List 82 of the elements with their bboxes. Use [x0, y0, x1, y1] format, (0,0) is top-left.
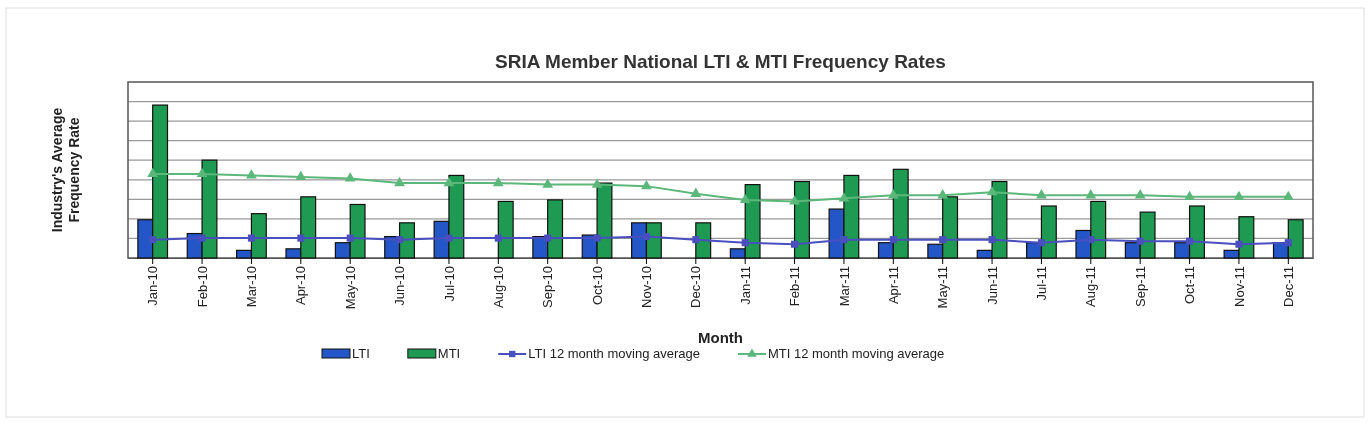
point — [789, 195, 800, 205]
x-tick-label: May-11 — [935, 266, 951, 309]
x-tick-label: Dec-10 — [688, 266, 704, 308]
point — [1284, 239, 1292, 247]
x-tick-label: Aug-11 — [1083, 266, 1099, 307]
point — [1087, 236, 1095, 244]
point — [1186, 237, 1194, 245]
point — [741, 239, 749, 247]
point — [939, 236, 947, 244]
point — [840, 236, 848, 244]
x-tick-label: Jan-10 — [145, 266, 161, 306]
x-tick-label: Dec-11 — [1280, 266, 1296, 307]
point — [247, 234, 255, 242]
point — [196, 167, 208, 177]
point — [887, 189, 899, 199]
point — [986, 186, 998, 196]
point — [593, 234, 601, 242]
point — [443, 176, 455, 187]
bar — [793, 180, 810, 259]
point — [1036, 189, 1047, 199]
point — [1037, 239, 1045, 247]
point — [494, 234, 502, 242]
x-tick-label: Oct-11 — [1182, 266, 1198, 305]
point — [1085, 189, 1097, 199]
point — [791, 240, 799, 248]
point — [394, 176, 405, 187]
y-axis-title: Industry's Average Frequency Rate — [49, 107, 82, 233]
point — [1282, 190, 1294, 200]
point — [1233, 190, 1245, 200]
x-axis-title: Month — [698, 329, 743, 346]
x-tick-label: Aug-10 — [490, 266, 506, 308]
x-tick-label: May-10 — [342, 266, 358, 310]
point — [690, 187, 702, 197]
point — [295, 170, 307, 181]
point — [591, 178, 603, 188]
x-tick-label: Jul-11 — [1033, 266, 1049, 301]
point — [346, 234, 354, 242]
x-tick-label: Sep-10 — [540, 266, 556, 308]
x-tick-label: Jan-11 — [737, 266, 753, 305]
point — [1134, 189, 1146, 199]
point — [642, 233, 650, 241]
point — [692, 236, 700, 244]
point — [1235, 240, 1243, 248]
x-tick-label: Jul-10 — [441, 266, 457, 302]
legend-label: MTI — [437, 346, 461, 361]
point — [838, 192, 850, 202]
point — [988, 236, 996, 244]
x-tick-label: Apr-11 — [885, 266, 901, 305]
x-tick-label: Apr-10 — [293, 266, 309, 306]
point — [246, 169, 257, 179]
x-tick-label: Jun-11 — [984, 266, 1000, 305]
point — [641, 179, 652, 190]
x-tick-label: Feb-10 — [194, 266, 210, 308]
point — [198, 234, 206, 242]
point — [149, 236, 157, 244]
x-tick-label: Oct-10 — [589, 266, 605, 306]
x-tick-label: Nov-10 — [638, 266, 654, 308]
legend-label: MTI 12 month moving average — [767, 346, 945, 361]
legend-label: LTI 12 month moving average — [528, 346, 700, 361]
point — [147, 167, 159, 177]
point — [445, 234, 453, 242]
x-tick-label: Nov-11 — [1231, 266, 1247, 307]
point — [739, 193, 751, 203]
point — [1184, 190, 1195, 200]
bar — [497, 200, 514, 259]
point — [544, 234, 552, 242]
point — [889, 236, 897, 244]
x-tick-label: Jun-10 — [392, 266, 408, 306]
chart-title: SRIA Member National LTI & MTI Frequency Rates — [495, 51, 946, 72]
point — [344, 172, 356, 182]
point — [542, 178, 554, 188]
point — [492, 176, 504, 187]
point — [396, 236, 404, 244]
bar — [695, 222, 712, 259]
point — [297, 234, 305, 242]
x-tick-label: Mar-10 — [243, 266, 259, 308]
point — [937, 189, 949, 199]
x-tick-label: Sep-11 — [1132, 266, 1148, 307]
point — [1136, 237, 1144, 245]
x-tick-label: Feb-11 — [787, 266, 803, 307]
x-tick-label: Mar-11 — [836, 266, 852, 307]
legend-label: LTI — [352, 346, 370, 361]
